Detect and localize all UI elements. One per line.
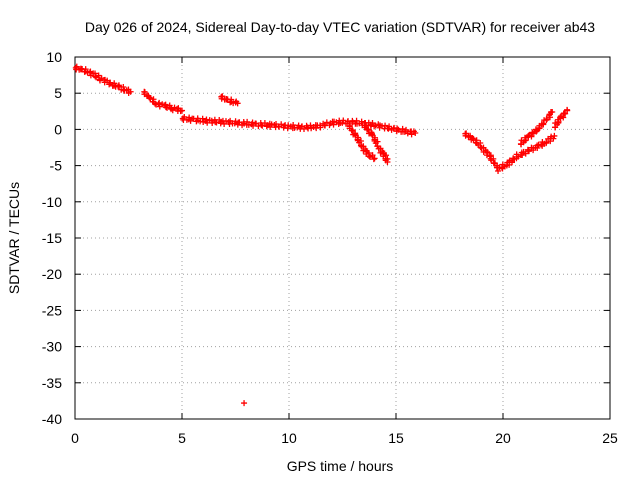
data-point (369, 120, 376, 127)
data-point (241, 400, 248, 407)
y-tick-label: -35 (42, 375, 62, 391)
data-point (540, 121, 547, 128)
data-point (528, 133, 535, 140)
data-point (245, 121, 252, 128)
data-point (261, 120, 268, 127)
y-tick-label: 0 (54, 121, 62, 137)
data-point (365, 126, 372, 133)
data-point (92, 73, 99, 80)
data-point (543, 139, 550, 146)
data-point (369, 152, 376, 159)
y-tick-label: -10 (42, 194, 62, 210)
data-point (290, 122, 297, 129)
data-point (146, 94, 153, 101)
y-tick-label: -5 (50, 158, 63, 174)
data-point (346, 123, 353, 130)
data-point (525, 148, 532, 155)
data-point (234, 100, 241, 107)
data-point (371, 155, 378, 162)
data-point (295, 122, 302, 129)
data-point (469, 135, 476, 142)
data-point (495, 168, 502, 175)
data-point (384, 158, 391, 165)
data-point (549, 109, 556, 116)
data-point (179, 107, 185, 114)
y-tick-label: 10 (46, 49, 62, 65)
data-point (386, 123, 393, 130)
data-point (141, 89, 148, 96)
data-points (72, 63, 571, 407)
x-tick-label: 15 (388, 430, 404, 446)
data-point (241, 120, 248, 127)
data-point (562, 110, 569, 117)
y-tick-label: -25 (42, 302, 62, 318)
data-point (281, 122, 288, 129)
y-tick-label: -40 (42, 411, 62, 427)
data-point (278, 121, 285, 128)
data-point (219, 93, 226, 100)
data-point (391, 124, 398, 131)
data-point (127, 88, 134, 95)
data-point (519, 152, 526, 159)
data-point (258, 122, 265, 129)
data-point (536, 124, 543, 131)
data-point (555, 118, 562, 125)
data-point (550, 135, 557, 142)
data-point (370, 156, 377, 163)
data-point (522, 137, 529, 144)
data-point (362, 122, 369, 129)
y-tick-labels: 10 5 0 -5 -10 -15 -20 -25 -30 -35 -40 (42, 49, 62, 427)
y-tick-label: -30 (42, 339, 62, 355)
data-point (470, 136, 477, 143)
x-axis-label: GPS time / hours (287, 458, 394, 474)
x-tick-label: 0 (71, 430, 79, 446)
data-point (463, 130, 470, 137)
data-point (186, 114, 193, 121)
data-point (73, 63, 80, 70)
y-tick-label: -20 (42, 266, 62, 282)
data-point (323, 119, 330, 126)
data-point (403, 126, 410, 133)
x-tick-labels: 0 5 10 15 20 25 (71, 430, 618, 446)
x-tick-label: 25 (602, 430, 618, 446)
data-point (534, 145, 541, 152)
grid (75, 57, 610, 419)
data-point (244, 118, 251, 125)
data-point (551, 132, 558, 139)
x-tick-label: 5 (178, 430, 186, 446)
data-point (203, 116, 210, 123)
data-point (564, 107, 571, 114)
y-tick-label: 5 (54, 85, 62, 101)
x-tick-label: 10 (281, 430, 297, 446)
data-point (263, 123, 270, 130)
x-tick-label: 20 (495, 430, 511, 446)
data-point (147, 95, 154, 102)
data-point (111, 80, 118, 87)
data-point (484, 149, 491, 156)
chart-title: Day 026 of 2024, Sidereal Day-to-day VTE… (85, 19, 595, 35)
tick-marks (74, 56, 611, 420)
data-point (313, 125, 320, 132)
data-point (394, 125, 401, 132)
data-point (95, 72, 102, 79)
y-tick-label: -15 (42, 230, 62, 246)
data-point (533, 128, 540, 135)
data-point (412, 130, 419, 137)
data-point (317, 124, 324, 131)
y-axis-label: SDTVAR / TECUs (6, 182, 22, 294)
data-point (349, 127, 356, 134)
data-point (366, 153, 373, 160)
data-point (509, 159, 516, 166)
data-point (351, 131, 358, 138)
